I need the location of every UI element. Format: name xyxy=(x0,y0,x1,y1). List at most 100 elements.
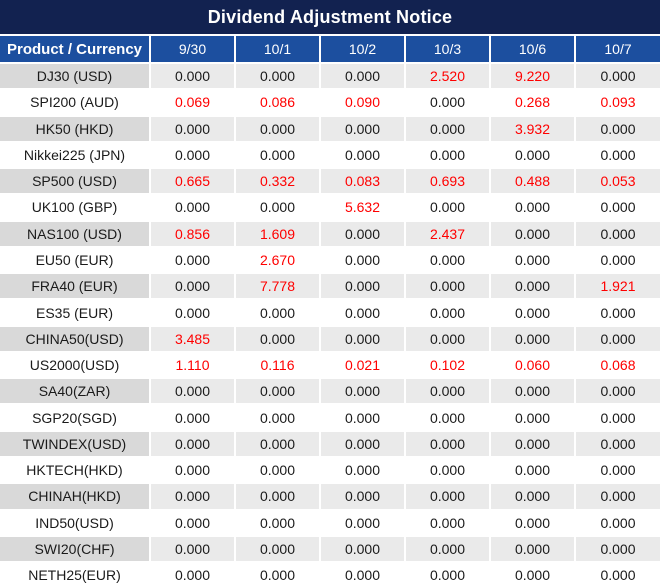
value-cell: 0.000 xyxy=(574,140,660,170)
value-cell: 0.000 xyxy=(404,88,491,117)
value-cell: 0.000 xyxy=(149,245,236,275)
value-cell: 0.000 xyxy=(574,219,660,248)
value-cell: 0.000 xyxy=(149,61,236,91)
product-cell: SA40(ZAR) xyxy=(0,377,151,406)
value-cell: 0.268 xyxy=(489,88,576,117)
table-row: TWINDEX(USD) 0.000 0.000 0.000 0.000 0.000 0.0… xyxy=(0,429,660,458)
value-cell: 0.000 xyxy=(404,455,491,485)
value-cell: 0.000 xyxy=(574,245,660,275)
value-cell: 0.000 xyxy=(489,482,576,511)
value-cell: 0.000 xyxy=(574,193,660,222)
product-cell: EU50 (EUR) xyxy=(0,245,151,275)
value-cell: 1.609 xyxy=(234,219,321,248)
value-cell: 0.000 xyxy=(319,272,406,301)
value-cell: 0.665 xyxy=(149,167,236,196)
value-cell: 0.102 xyxy=(404,350,491,380)
value-cell: 0.000 xyxy=(574,482,660,511)
value-cell: 0.090 xyxy=(319,88,406,117)
value-cell: 1.921 xyxy=(574,272,660,301)
product-cell: NAS100 (USD) xyxy=(0,219,151,248)
value-cell: 0.000 xyxy=(149,534,236,564)
value-cell: 0.000 xyxy=(234,61,321,91)
table-row: DJ30 (USD) 0.000 0.000 0.000 2.520 9.220 0.000 xyxy=(0,61,660,91)
value-cell: 0.000 xyxy=(149,114,236,143)
value-cell: 0.000 xyxy=(234,324,321,353)
value-cell: 0.000 xyxy=(234,403,321,432)
value-cell: 0.000 xyxy=(489,561,576,587)
value-cell: 0.000 xyxy=(489,429,576,458)
value-cell: 0.000 xyxy=(319,324,406,353)
value-cell: 0.000 xyxy=(149,561,236,587)
value-cell: 0.000 xyxy=(489,193,576,222)
table-row: Nikkei225 (JPN) 0.000 0.000 0.000 0.000 0.000… xyxy=(0,140,660,170)
date-column-header: 10/6 xyxy=(489,36,576,64)
table-row: UK100 (GBP) 0.000 0.000 5.632 0.000 0.000 0.00… xyxy=(0,193,660,222)
value-cell: 0.000 xyxy=(234,455,321,485)
value-cell: 0.000 xyxy=(234,114,321,143)
value-cell: 0.000 xyxy=(319,245,406,275)
product-cell: US2000(USD) xyxy=(0,350,151,380)
table-row: SGP20(SGD) 0.000 0.000 0.000 0.000 0.000 0.000 xyxy=(0,403,660,432)
value-cell: 2.520 xyxy=(404,61,491,91)
product-cell: HKTECH(HKD) xyxy=(0,455,151,485)
value-cell: 0.000 xyxy=(149,403,236,432)
header-row: Product / Currency 9/30 10/1 10/2 10/3 1… xyxy=(0,36,660,64)
table-row: SWI20(CHF) 0.000 0.000 0.000 0.000 0.000 0.000 xyxy=(0,534,660,564)
value-cell: 3.485 xyxy=(149,324,236,353)
value-cell: 0.000 xyxy=(489,455,576,485)
value-cell: 0.000 xyxy=(149,482,236,511)
value-cell: 0.000 xyxy=(149,298,236,327)
value-cell: 0.000 xyxy=(319,403,406,432)
value-cell: 0.000 xyxy=(404,140,491,170)
value-cell: 0.000 xyxy=(404,193,491,222)
value-cell: 0.000 xyxy=(404,429,491,458)
table-row: IND50(USD) 0.000 0.000 0.000 0.000 0.000 0.000 xyxy=(0,508,660,537)
product-cell: SGP20(SGD) xyxy=(0,403,151,432)
value-cell: 0.000 xyxy=(489,377,576,406)
value-cell: 0.000 xyxy=(489,245,576,275)
table-row: SP500 (USD) 0.665 0.332 0.083 0.693 0.488 0.05… xyxy=(0,167,660,196)
date-column-header: 9/30 xyxy=(149,36,236,64)
table-row: FRA40 (EUR) 0.000 7.778 0.000 0.000 0.000 1.92… xyxy=(0,272,660,301)
product-cell: CHINA50(USD) xyxy=(0,324,151,353)
value-cell: 0.000 xyxy=(404,403,491,432)
product-cell: CHINAH(HKD) xyxy=(0,482,151,511)
value-cell: 0.856 xyxy=(149,219,236,248)
table-row: HKTECH(HKD) 0.000 0.000 0.000 0.000 0.000 0.00… xyxy=(0,455,660,485)
value-cell: 0.000 xyxy=(234,193,321,222)
product-cell: HK50 (HKD) xyxy=(0,114,151,143)
value-cell: 0.000 xyxy=(404,534,491,564)
value-cell: 9.220 xyxy=(489,61,576,91)
date-column-header: 10/3 xyxy=(404,36,491,64)
value-cell: 0.000 xyxy=(319,219,406,248)
value-cell: 0.000 xyxy=(489,534,576,564)
value-cell: 0.000 xyxy=(149,429,236,458)
value-cell: 0.021 xyxy=(319,350,406,380)
value-cell: 0.000 xyxy=(234,429,321,458)
value-cell: 0.000 xyxy=(404,272,491,301)
value-cell: 0.000 xyxy=(489,272,576,301)
value-cell: 0.000 xyxy=(574,534,660,564)
value-cell: 0.000 xyxy=(319,561,406,587)
value-cell: 0.000 xyxy=(574,403,660,432)
product-cell: DJ30 (USD) xyxy=(0,61,151,91)
value-cell: 0.000 xyxy=(404,298,491,327)
value-cell: 0.000 xyxy=(489,140,576,170)
value-cell: 7.778 xyxy=(234,272,321,301)
table-row: NAS100 (USD) 0.856 1.609 0.000 2.437 0.000 0.0… xyxy=(0,219,660,248)
product-cell: Nikkei225 (JPN) xyxy=(0,140,151,170)
table-row: SA40(ZAR) 0.000 0.000 0.000 0.000 0.000 0.000 xyxy=(0,377,660,406)
product-cell: UK100 (GBP) xyxy=(0,193,151,222)
value-cell: 2.670 xyxy=(234,245,321,275)
table-row: ES35 (EUR) 0.000 0.000 0.000 0.000 0.000 0.000 xyxy=(0,298,660,327)
table-row: NETH25(EUR) 0.000 0.000 0.000 0.000 0.000 0.00… xyxy=(0,561,660,587)
value-cell: 0.000 xyxy=(404,324,491,353)
product-cell: SPI200 (AUD) xyxy=(0,88,151,117)
value-cell: 0.000 xyxy=(319,140,406,170)
product-currency-header: Product / Currency xyxy=(0,36,151,64)
value-cell: 5.632 xyxy=(319,193,406,222)
value-cell: 0.000 xyxy=(404,482,491,511)
value-cell: 0.000 xyxy=(149,193,236,222)
product-cell: SP500 (USD) xyxy=(0,167,151,196)
